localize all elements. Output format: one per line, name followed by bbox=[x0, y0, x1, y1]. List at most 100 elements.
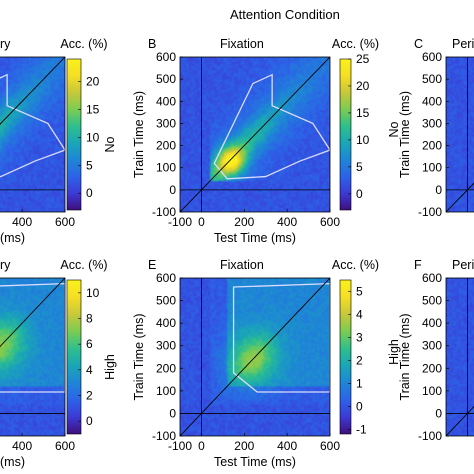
row-label: High bbox=[387, 339, 401, 365]
y-tick-label: 300 bbox=[422, 116, 442, 130]
x-tick-label: 200 bbox=[234, 215, 254, 229]
plot-frame bbox=[445, 277, 474, 437]
y-axis-label: Train Time (ms) bbox=[398, 313, 412, 400]
y-tick-label: 0 bbox=[169, 183, 176, 197]
y-tick-label: 500 bbox=[422, 294, 442, 308]
y-tick-label: 600 bbox=[156, 50, 176, 64]
colorbar-tick-label: 2 bbox=[356, 353, 363, 367]
x-tick-label: 400 bbox=[12, 439, 32, 453]
diagonal-line bbox=[180, 278, 330, 436]
colorbar-tick-label: 5 bbox=[86, 158, 93, 172]
y-axis-label: Train Time (ms) bbox=[132, 313, 146, 400]
colorbar-tick-label: 0 bbox=[86, 186, 93, 200]
plot-frame bbox=[445, 56, 474, 213]
y-tick-label: -100 bbox=[152, 205, 176, 219]
y-tick-label: 300 bbox=[156, 116, 176, 130]
diagonal-line bbox=[0, 57, 65, 125]
colorbar-tick-label: 10 bbox=[86, 130, 100, 144]
y-tick-label: 100 bbox=[422, 384, 442, 398]
heatmap-f bbox=[446, 278, 474, 436]
row-label: High bbox=[103, 354, 117, 380]
colorbar-label: Acc. (%) bbox=[60, 258, 107, 272]
colorbar-tick-label: 0 bbox=[356, 399, 363, 413]
y-tick-label: -100 bbox=[418, 205, 442, 219]
x-tick-label: 200 bbox=[234, 439, 254, 453]
y-tick-label: 0 bbox=[169, 406, 176, 420]
significance-contour bbox=[232, 282, 330, 393]
x-axis-label: Test Time (ms) bbox=[214, 455, 296, 469]
colorbar-tick-label: -1 bbox=[356, 422, 367, 436]
y-tick-label: 100 bbox=[156, 161, 176, 175]
y-tick-label: 400 bbox=[156, 316, 176, 330]
significance-contour bbox=[0, 282, 65, 393]
colorbar-label: Acc. (%) bbox=[332, 37, 379, 51]
x-axis-label: (ms) bbox=[0, 231, 25, 245]
plot-frame bbox=[0, 56, 66, 213]
colorbar-tick-label: 0 bbox=[356, 187, 363, 201]
colorbar-label: Acc. (%) bbox=[60, 37, 107, 51]
heatmap-a bbox=[0, 57, 65, 212]
colorbar bbox=[339, 279, 352, 435]
x-tick-label: 0 bbox=[198, 439, 205, 453]
colorbar bbox=[339, 58, 352, 211]
colorbar bbox=[66, 279, 82, 435]
heatmap-d bbox=[0, 278, 65, 436]
diagonal-line bbox=[446, 182, 474, 212]
panel-d: ry 400 600 (ms) High 10 8 6 4 2 0 Acc. (%) bbox=[0, 258, 117, 469]
panel-title: Fixation bbox=[220, 37, 264, 51]
x-tick-label: 400 bbox=[12, 215, 32, 229]
y-tick-label: 100 bbox=[422, 161, 442, 175]
y-axis-label: Train Time (ms) bbox=[132, 91, 146, 178]
y-tick-label: 500 bbox=[156, 294, 176, 308]
colorbar-tick-label: 10 bbox=[356, 133, 370, 147]
heatmap-c bbox=[446, 57, 474, 212]
x-tick-label: -100 bbox=[168, 439, 192, 453]
colorbar bbox=[66, 58, 82, 211]
colorbar-tick-label: 15 bbox=[356, 106, 370, 120]
colorbar-tick-label: 4 bbox=[356, 307, 363, 321]
colorbar-tick-label: 3 bbox=[356, 330, 363, 344]
colorbar-tick-label: 5 bbox=[356, 160, 363, 174]
y-axis-label: Train Time (ms) bbox=[398, 91, 412, 178]
panel-letter: C bbox=[414, 37, 423, 51]
y-tick-label: 200 bbox=[156, 139, 176, 153]
colorbar-tick-label: 25 bbox=[356, 52, 370, 66]
y-tick-label: 600 bbox=[156, 271, 176, 285]
diagonal-line bbox=[0, 278, 65, 348]
y-tick-label: 500 bbox=[422, 72, 442, 86]
panel-title: Periph bbox=[452, 258, 474, 272]
x-axis-label: (ms) bbox=[0, 455, 25, 469]
panel-letter: F bbox=[414, 258, 422, 272]
x-tick-label: -100 bbox=[168, 215, 192, 229]
plot-frame bbox=[179, 56, 331, 213]
colorbar-tick-label: 15 bbox=[86, 102, 100, 116]
y-tick-label: -100 bbox=[152, 429, 176, 443]
y-tick-label: 200 bbox=[422, 361, 442, 375]
y-tick-label: 200 bbox=[422, 139, 442, 153]
panel-title: Fixation bbox=[220, 258, 264, 272]
y-tick-label: 300 bbox=[156, 339, 176, 353]
panel-letter: B bbox=[148, 37, 156, 51]
x-tick-label: 400 bbox=[277, 215, 297, 229]
colorbar-tick-label: 2 bbox=[86, 389, 93, 403]
x-tick-label: 600 bbox=[55, 215, 75, 229]
colorbar-tick-label: 1 bbox=[356, 376, 363, 390]
y-tick-label: 0 bbox=[435, 406, 442, 420]
x-tick-label: 600 bbox=[320, 439, 340, 453]
y-tick-label: 600 bbox=[422, 50, 442, 64]
colorbar-tick-label: 5 bbox=[356, 284, 363, 298]
y-tick-label: 100 bbox=[156, 384, 176, 398]
significance-contour bbox=[213, 73, 330, 180]
row-label: No bbox=[103, 136, 117, 152]
figure-title: Attention Condition bbox=[230, 7, 340, 22]
diagonal-line bbox=[446, 405, 474, 436]
x-axis-label: Test Time (ms) bbox=[214, 231, 296, 245]
y-tick-label: 400 bbox=[156, 94, 176, 108]
colorbar-tick-label: 8 bbox=[86, 312, 93, 326]
y-tick-label: 400 bbox=[422, 94, 442, 108]
y-tick-label: 300 bbox=[422, 339, 442, 353]
